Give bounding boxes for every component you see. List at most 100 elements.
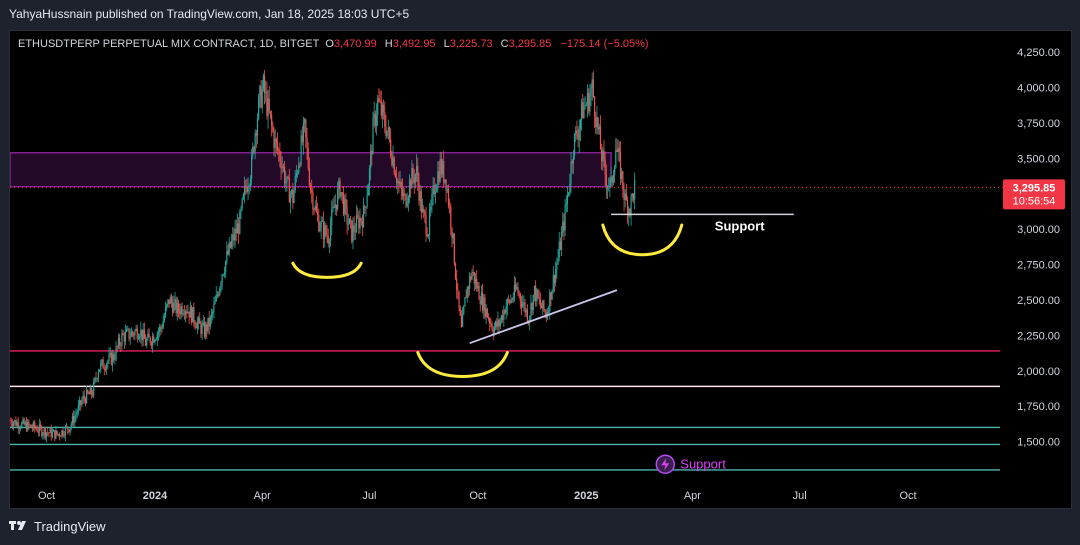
candle-body	[51, 431, 54, 437]
low-value: 3,225.73	[450, 38, 493, 50]
candle-body	[45, 432, 48, 438]
candle-body	[405, 194, 407, 207]
change-value: −175.14 (−5.05%)	[560, 38, 648, 50]
candle-body	[209, 316, 211, 327]
candle-body	[38, 424, 41, 432]
candle-body	[500, 315, 503, 321]
candle-body	[266, 91, 268, 116]
candle-body	[583, 106, 585, 119]
y-tick-label: 2,000.00	[1017, 366, 1060, 378]
candle-body	[568, 192, 570, 195]
candle-body	[32, 422, 35, 429]
candle-body	[340, 192, 342, 197]
candle-body	[499, 320, 501, 327]
candle-body	[135, 328, 137, 331]
y-tick-label: 2,500.00	[1017, 295, 1060, 307]
candle-body	[103, 368, 105, 370]
candle-body	[206, 324, 208, 332]
x-tick-label: Apr	[684, 490, 701, 502]
candle-body	[43, 428, 45, 435]
candle-body	[479, 299, 481, 305]
candle-body	[364, 206, 366, 208]
candle-body	[144, 338, 147, 346]
candle-body	[74, 416, 76, 423]
rising-trendline	[469, 289, 618, 345]
candle-body	[86, 390, 88, 404]
candle-body	[571, 161, 573, 164]
candle-body	[159, 326, 161, 332]
chart-frame[interactable]: 4,250.00 4,000.00 3,750.00 3,500.00 3,000.00…	[9, 30, 1072, 509]
candle-body	[569, 183, 571, 193]
price-chart[interactable]: 4,250.00 4,000.00 3,750.00 3,500.00 3,000.00…	[9, 31, 1071, 508]
candle-body	[100, 362, 102, 370]
candle-body	[170, 297, 173, 303]
candle-body	[124, 331, 127, 342]
candle-body	[108, 354, 110, 362]
candle-body	[509, 300, 511, 303]
support-label-lower: Support	[680, 456, 726, 471]
candle-body	[497, 319, 499, 327]
y-tick-label: 1,750.00	[1017, 401, 1060, 413]
candle-body	[293, 190, 295, 203]
candle-body	[469, 276, 471, 289]
candle-body	[62, 430, 64, 436]
candle-body	[459, 307, 461, 316]
candle-body	[34, 422, 36, 428]
candle-body	[602, 150, 604, 162]
candle-body	[305, 119, 307, 137]
publisher-line: YahyaHussnain published on TradingView.c…	[9, 7, 410, 21]
candle-body	[375, 115, 378, 126]
candle-body	[430, 206, 432, 211]
candle-body	[585, 104, 587, 106]
candle-body	[338, 180, 340, 190]
candle-body	[14, 420, 16, 423]
candle-body	[426, 233, 428, 237]
y-tick-label: 2,750.00	[1017, 260, 1060, 272]
candle-body	[537, 289, 539, 298]
candle-body	[593, 96, 596, 117]
candle-body	[317, 211, 319, 216]
candle-body	[358, 216, 360, 229]
candle-body	[493, 327, 495, 335]
candle-body	[24, 422, 26, 425]
candle-body	[319, 228, 321, 231]
x-tick-label: Oct	[900, 490, 917, 502]
candle-body	[599, 126, 602, 150]
candle-body	[195, 325, 197, 329]
candle-body	[456, 278, 458, 290]
candle-body	[436, 187, 438, 192]
candle-body	[65, 426, 68, 428]
candle-body	[597, 117, 599, 130]
candle-body	[408, 180, 411, 198]
candle-body	[70, 423, 72, 428]
candle-body	[11, 423, 13, 427]
candle-body	[164, 307, 167, 317]
candle-body	[146, 339, 148, 346]
candle-body	[315, 205, 318, 212]
candle-body	[222, 274, 224, 276]
candle-body	[344, 198, 346, 214]
candle-body	[354, 231, 356, 233]
candle-body	[451, 227, 453, 239]
candle-body	[41, 427, 43, 436]
candle-body	[519, 293, 521, 302]
tradingview-logo-icon	[9, 519, 29, 534]
candle-body	[40, 424, 42, 428]
candle-body	[492, 330, 494, 335]
candle-body	[9, 420, 11, 422]
candle-body	[282, 166, 285, 168]
candle-body	[276, 142, 279, 150]
candle-body	[548, 311, 550, 313]
candle-body	[618, 147, 620, 153]
candle-body	[608, 186, 610, 188]
candle-body	[304, 119, 306, 124]
candle-body	[202, 322, 204, 325]
candle-body	[423, 208, 425, 212]
candle-body	[247, 186, 249, 193]
candle-body	[185, 311, 187, 315]
candle-body	[555, 269, 557, 284]
candle-body	[480, 292, 483, 305]
candle-body	[515, 284, 517, 290]
candle-body	[226, 250, 228, 261]
candle-body	[299, 164, 301, 166]
